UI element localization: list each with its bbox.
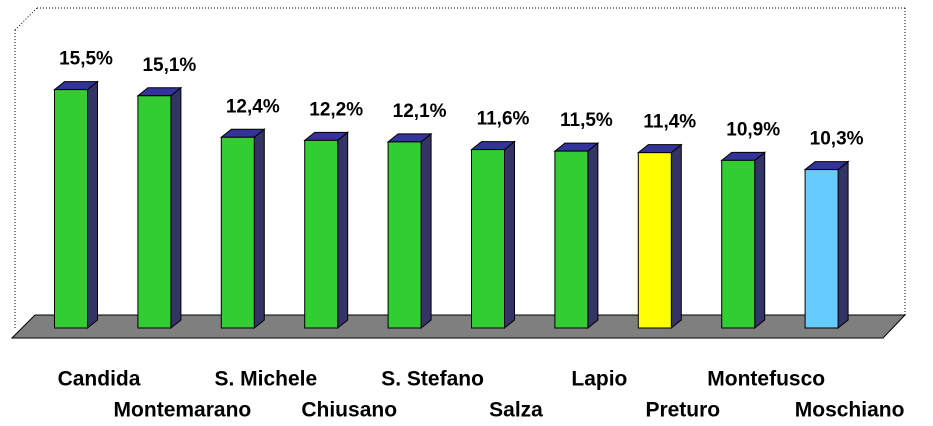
value-label: 11,4% <box>643 112 696 133</box>
value-label: 12,4% <box>226 96 280 117</box>
bar-side <box>420 132 432 330</box>
value-label: 15,5% <box>59 49 113 70</box>
bar-side <box>754 151 766 330</box>
bar-side <box>170 86 182 330</box>
x-tick-label: S. Michele <box>214 368 317 391</box>
back-wall <box>14 7 906 330</box>
bar <box>721 159 756 329</box>
value-label: 15,1% <box>142 55 196 76</box>
x-tick-label: Salza <box>489 399 543 422</box>
x-tick-label: Chiusano <box>301 399 397 422</box>
bar <box>637 152 672 329</box>
value-label: 12,2% <box>309 99 363 120</box>
x-tick-label: Lapio <box>571 368 627 391</box>
x-tick-label: Montefusco <box>707 368 825 391</box>
bar-side <box>587 142 599 330</box>
bar <box>137 95 172 329</box>
bar <box>471 149 505 329</box>
value-label: 12,1% <box>393 101 447 122</box>
bar <box>554 150 589 329</box>
x-tick-label: S. Stefano <box>381 368 484 391</box>
value-label: 10,9% <box>726 119 780 140</box>
x-tick-label: Montemarano <box>114 399 252 422</box>
bar-side <box>253 128 265 330</box>
value-label: 10,3% <box>810 129 864 150</box>
x-tick-label: Moschiano <box>795 399 905 422</box>
bar-side <box>504 140 515 330</box>
bar-side <box>87 80 98 330</box>
bar <box>220 136 255 329</box>
bar-side <box>670 143 682 330</box>
bar <box>387 141 422 329</box>
bar <box>804 169 839 329</box>
x-tick-label: Preturo <box>645 399 720 422</box>
bar <box>54 89 88 329</box>
wall-corner-edge <box>14 7 38 31</box>
value-label: 11,5% <box>560 110 613 131</box>
bar <box>304 139 339 329</box>
bar-side <box>837 160 849 330</box>
x-tick-label: Candida <box>58 368 141 391</box>
value-label: 11,6% <box>477 109 530 130</box>
bar-side <box>337 131 349 330</box>
